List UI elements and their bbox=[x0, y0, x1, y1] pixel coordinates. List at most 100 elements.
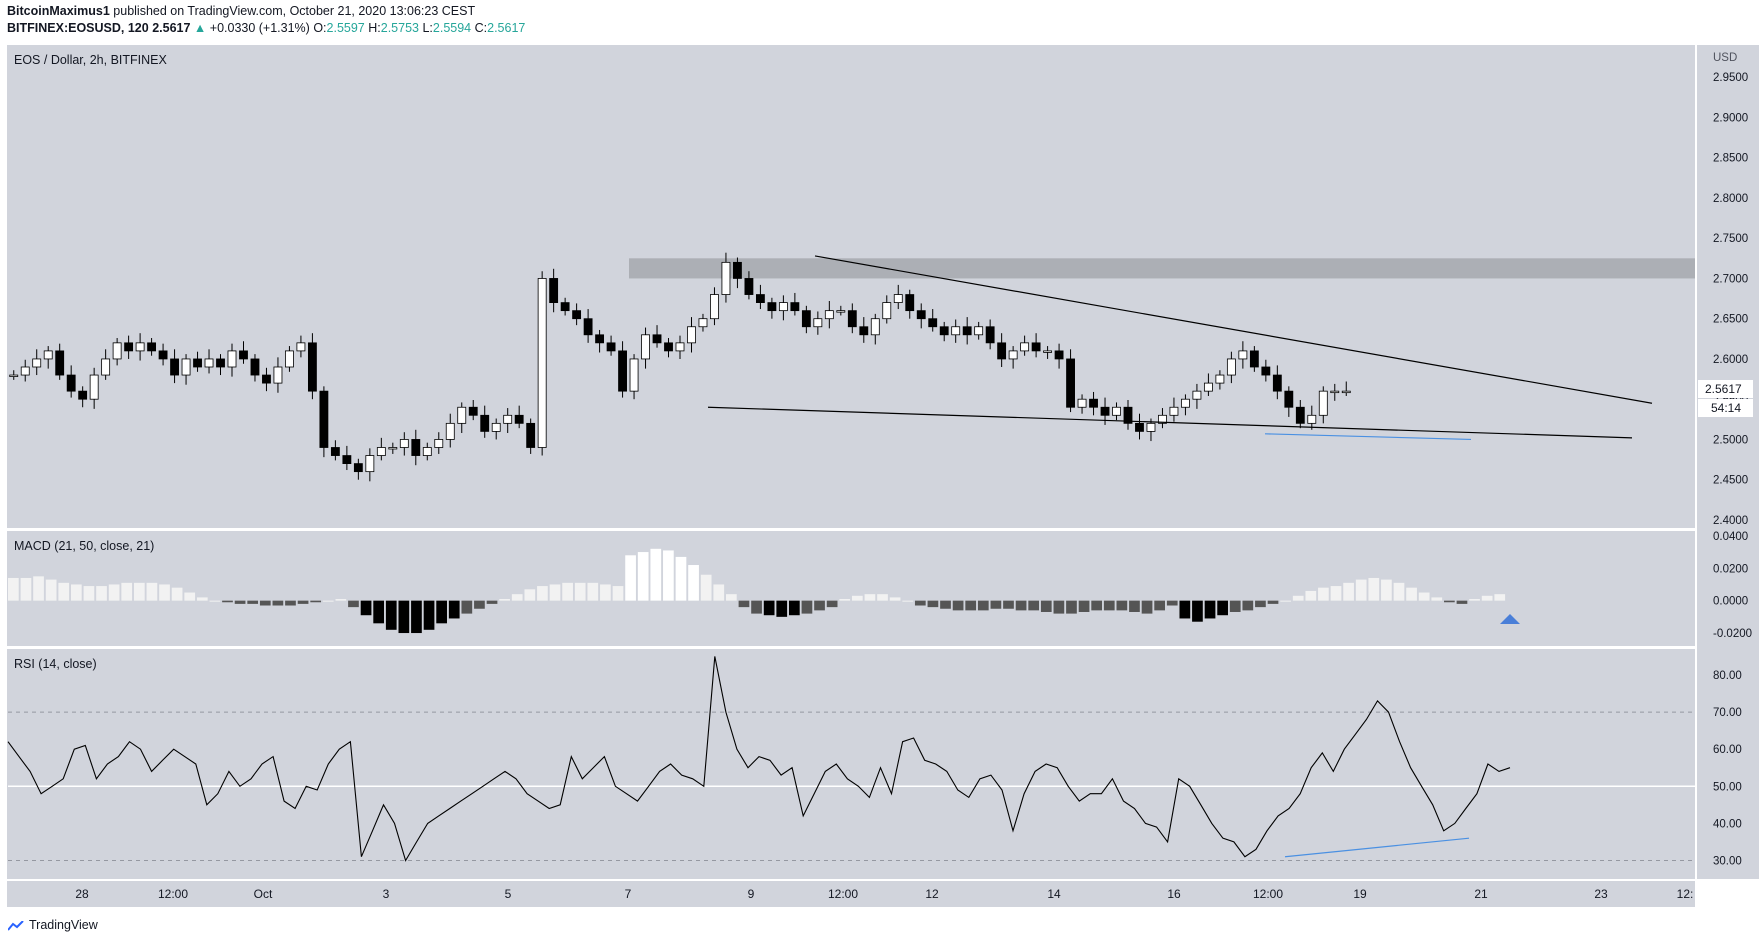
candle bbox=[606, 335, 616, 356]
macd-bar bbox=[33, 576, 44, 601]
price-pane-title: EOS / Dollar, 2h, BITFINEX bbox=[14, 53, 167, 67]
macd-bar bbox=[990, 600, 1002, 609]
candle bbox=[1330, 383, 1340, 401]
brand-name[interactable]: TradingView bbox=[29, 918, 98, 932]
candle-body bbox=[583, 318, 593, 336]
candle-body bbox=[847, 310, 857, 328]
blue-divergence-line-rsi[interactable] bbox=[1284, 837, 1470, 858]
candle bbox=[1020, 335, 1030, 356]
candle-body bbox=[434, 439, 444, 448]
macd-bar bbox=[1481, 595, 1493, 601]
candle bbox=[687, 317, 696, 353]
rsi-axis: 80.00 70.00 60.00 50.00 40.00 30.00 bbox=[1713, 670, 1742, 867]
candle-body bbox=[1158, 414, 1167, 424]
candle-body bbox=[767, 302, 777, 312]
time-tick-label: 12 bbox=[925, 887, 939, 901]
candle-body bbox=[1192, 390, 1202, 400]
blue-divergence-line-price[interactable] bbox=[1264, 433, 1472, 441]
macd-bar bbox=[1318, 587, 1329, 601]
candle bbox=[882, 295, 892, 324]
candle bbox=[618, 341, 627, 398]
candle bbox=[491, 418, 501, 440]
macd-bar bbox=[83, 586, 95, 601]
macd-bar bbox=[474, 600, 485, 609]
time-tick-label: 7 bbox=[625, 887, 632, 901]
candle-body bbox=[1203, 382, 1213, 392]
macd-histogram bbox=[8, 548, 1506, 634]
candle-body bbox=[951, 326, 961, 336]
candle bbox=[675, 335, 685, 359]
price-tick-label: 2.4500 bbox=[1713, 475, 1748, 487]
candle bbox=[388, 442, 398, 454]
macd-bar bbox=[1292, 595, 1304, 601]
macd-bar bbox=[96, 586, 107, 601]
macd-bar bbox=[587, 582, 599, 601]
macd-tick-label: 0.0000 bbox=[1713, 596, 1748, 608]
change-text: +0.0330 (+1.31%) bbox=[209, 21, 310, 35]
candle bbox=[1249, 346, 1259, 372]
candle-body bbox=[721, 261, 731, 295]
macd-bar bbox=[1129, 600, 1140, 612]
low-value: 2.5594 bbox=[432, 21, 472, 35]
candle-body bbox=[928, 318, 938, 328]
macd-axis: 0.0400 0.0200 0.0000 -0.0200 bbox=[1713, 531, 1752, 640]
candle-body bbox=[250, 358, 260, 376]
candle bbox=[824, 300, 834, 329]
time-tick-label: 12:00 bbox=[828, 887, 858, 901]
last-price-label: 2.5617 bbox=[1705, 382, 1742, 396]
candle bbox=[434, 432, 444, 454]
descending-resistance-line[interactable] bbox=[814, 255, 1653, 404]
candle-body bbox=[1284, 390, 1294, 408]
candle-body bbox=[755, 294, 765, 303]
price-tick-label: 2.4000 bbox=[1713, 515, 1748, 527]
time-scale-bg[interactable] bbox=[7, 881, 1695, 907]
time-tick-label: 12: bbox=[1677, 887, 1694, 901]
candle-body bbox=[997, 342, 1007, 360]
support-line[interactable] bbox=[707, 406, 1633, 439]
candle bbox=[1192, 383, 1202, 409]
time-tick-label: 14 bbox=[1047, 887, 1061, 901]
candle bbox=[652, 325, 662, 348]
candle bbox=[480, 405, 490, 438]
candle bbox=[859, 317, 869, 343]
author-name[interactable]: BitcoinMaximus1 bbox=[7, 4, 110, 18]
candle bbox=[78, 386, 88, 408]
time-tick-label: 5 bbox=[505, 887, 512, 901]
open-value: 2.5597 bbox=[326, 21, 365, 35]
candle-body bbox=[744, 278, 754, 295]
macd-bar bbox=[398, 600, 410, 634]
candle bbox=[939, 321, 949, 342]
candle bbox=[549, 268, 559, 313]
candle bbox=[399, 432, 409, 456]
candle-body bbox=[974, 326, 984, 336]
candle-body bbox=[710, 294, 719, 320]
macd-bar bbox=[700, 574, 712, 601]
candle bbox=[32, 349, 42, 376]
macd-bar bbox=[1192, 600, 1203, 622]
macd-bar bbox=[763, 600, 775, 616]
candle bbox=[445, 413, 455, 448]
candle-body bbox=[227, 350, 237, 368]
candle bbox=[376, 437, 386, 461]
macd-bar bbox=[1368, 577, 1380, 601]
macd-bar bbox=[411, 600, 422, 634]
macd-bar bbox=[1255, 600, 1266, 608]
price-pane-bg bbox=[7, 45, 1695, 528]
macd-bar bbox=[788, 600, 800, 616]
candle-body bbox=[652, 334, 662, 344]
candle bbox=[20, 359, 30, 382]
macd-bar bbox=[360, 600, 372, 616]
candle-body bbox=[1341, 390, 1351, 394]
candle-body bbox=[1123, 406, 1133, 424]
candle-body bbox=[687, 326, 696, 344]
price-tick-label: 2.7500 bbox=[1713, 233, 1748, 245]
candle-body bbox=[1135, 422, 1144, 432]
candle bbox=[1043, 346, 1053, 359]
rsi-tick-label: 70.00 bbox=[1713, 707, 1742, 719]
price-scale-bg[interactable] bbox=[1697, 45, 1759, 879]
candle-body bbox=[365, 455, 375, 473]
macd-bar bbox=[1015, 600, 1027, 611]
candle bbox=[181, 354, 191, 385]
candle-body bbox=[893, 294, 903, 303]
